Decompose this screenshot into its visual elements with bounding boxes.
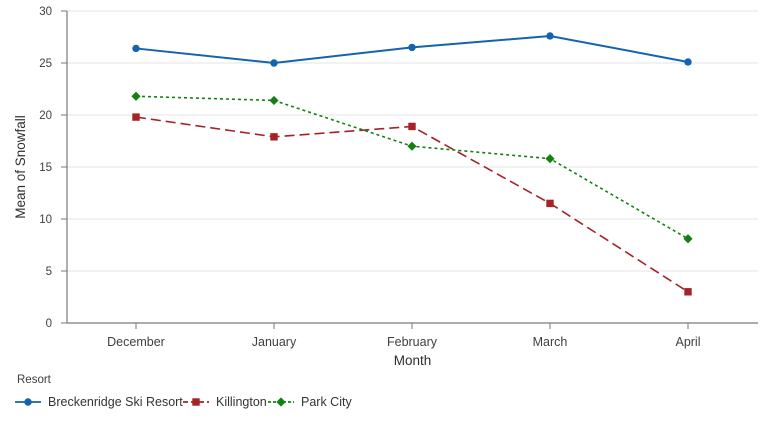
x-tick-label: March (533, 335, 568, 349)
series-line (135, 95, 689, 240)
data-point-marker (408, 122, 416, 131)
legend-label: Killington (216, 395, 267, 409)
series-breckenridge-ski-resort (132, 32, 692, 67)
data-point-marker (684, 288, 692, 296)
data-point-marker (684, 58, 692, 66)
legend-item: Breckenridge Ski Resort (15, 394, 183, 410)
y-tick-label: 0 (46, 318, 52, 330)
x-tick-label: January (252, 335, 297, 349)
data-point-marker (545, 154, 555, 164)
gridlines (67, 10, 758, 272)
data-point-marker (269, 95, 279, 106)
tick-labels: 0 5 10 15 20 25 30 December January February March… (39, 6, 700, 349)
y-tick-label: 15 (39, 162, 52, 174)
legend-label: Breckenridge Ski Resort (48, 395, 183, 409)
legend: Resort Breckenridge Ski Resort Killington… (0, 372, 768, 432)
data-point-marker (131, 91, 141, 101)
legend-items: Breckenridge Ski Resort Killington Park Ci… (0, 394, 768, 412)
x-tick-label: December (107, 335, 165, 349)
y-tick-label: 30 (39, 6, 52, 18)
legend-label: Park City (301, 395, 352, 409)
series-killington (132, 113, 692, 296)
axes (61, 10, 758, 329)
y-tick-label: 10 (39, 214, 52, 226)
data-point-marker (132, 113, 140, 121)
data-point-marker (270, 133, 278, 141)
x-tick-label: February (387, 335, 438, 349)
legend-swatch-marker (24, 398, 32, 406)
data-point-marker (683, 234, 693, 244)
y-tick-label: 25 (39, 58, 52, 70)
data-point-marker (407, 141, 417, 151)
legend-swatch-marker (192, 398, 200, 406)
legend-swatch-marker (276, 397, 286, 407)
legend-title: Resort (17, 374, 51, 386)
data-point-marker (408, 43, 416, 52)
data-point-marker (546, 32, 554, 40)
series-park-city (131, 91, 693, 244)
snowfall-line-chart: 0 5 10 15 20 25 30 December January February March… (13, 6, 758, 368)
legend-item: Park City (268, 394, 352, 410)
x-tick-label: April (675, 335, 700, 349)
y-tick-label: 5 (46, 266, 52, 278)
y-tick-label: 20 (39, 110, 52, 122)
legend-swatch (183, 398, 209, 406)
x-axis-title: Month (394, 353, 432, 368)
data-point-marker (132, 44, 140, 53)
legend-swatch (15, 398, 41, 406)
y-axis-title: Mean of Snowfall (13, 115, 28, 219)
legend-swatch (268, 397, 294, 407)
data-point-marker (546, 199, 554, 208)
data-point-marker (270, 59, 278, 67)
legend-item: Killington (183, 394, 267, 410)
